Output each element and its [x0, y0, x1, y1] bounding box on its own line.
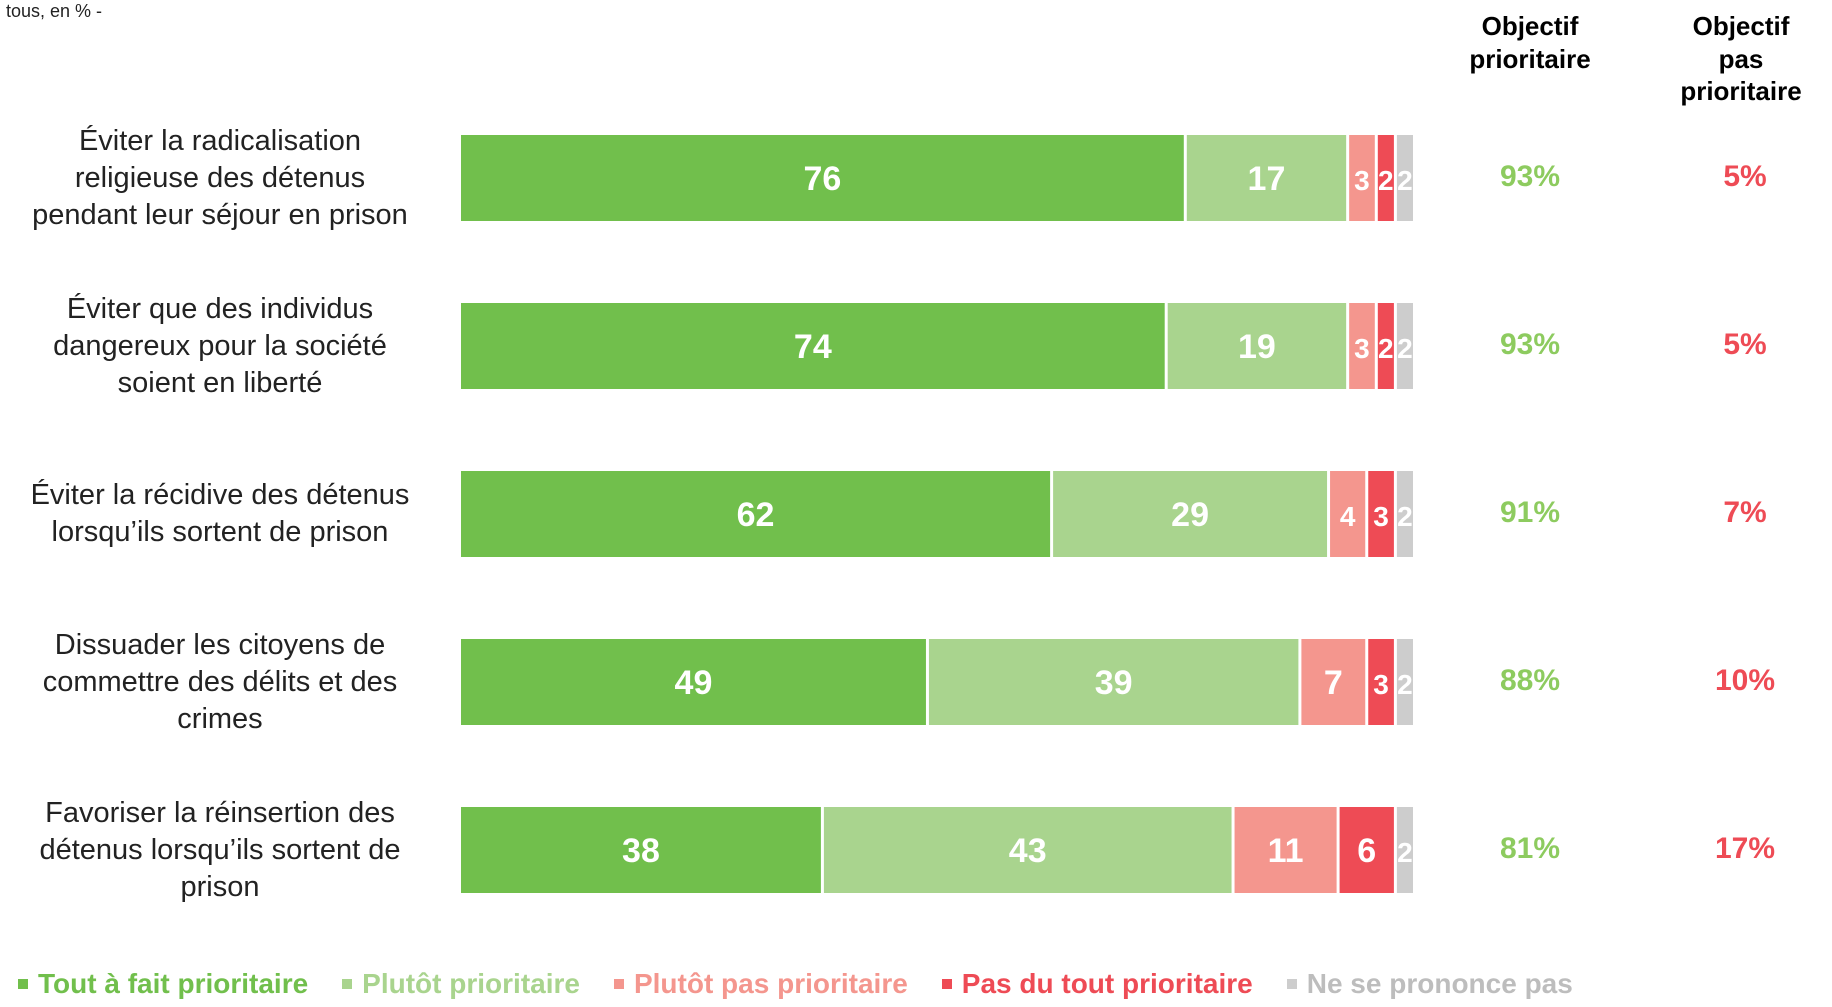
data-label: 4	[1340, 501, 1356, 532]
legend-item: Ne se prononce pas	[1286, 968, 1573, 1000]
bar-segment	[1396, 807, 1413, 893]
data-label: 19	[1238, 328, 1276, 366]
data-label: 2	[1397, 501, 1413, 532]
bar-segment	[461, 471, 1051, 557]
data-label: 2	[1397, 333, 1413, 364]
bar-segment	[1368, 639, 1394, 725]
total-pas-prioritaire: 7%	[1723, 496, 1767, 529]
bar-segment	[1377, 303, 1394, 389]
legend-item: Pas du tout prioritaire	[941, 968, 1253, 1000]
column-header-prioritaire: Objectif prioritaire	[1469, 11, 1591, 74]
bar-segment	[1339, 807, 1394, 893]
legend-label: Tout à fait prioritaire	[38, 968, 309, 999]
data-label: 39	[1095, 664, 1133, 702]
legend-swatch	[342, 979, 353, 989]
total-pas-prioritaire: 5%	[1723, 160, 1767, 193]
data-label: 38	[622, 832, 660, 870]
data-label: 6	[1357, 832, 1376, 870]
bar-segment	[1349, 303, 1375, 389]
total-prioritaire: 91%	[1499, 496, 1561, 529]
bar-segment	[1377, 135, 1394, 221]
bar-segment	[1186, 135, 1347, 221]
legend-label: Plutôt prioritaire	[362, 968, 580, 999]
bar-segment	[1167, 303, 1347, 389]
legend-swatch	[941, 979, 952, 989]
bar-segment	[1396, 639, 1413, 725]
data-label: 2	[1397, 165, 1413, 196]
bar-segment	[461, 135, 1184, 221]
bar-segment	[1053, 471, 1328, 557]
legend-swatch	[613, 979, 624, 989]
legend-item: Plutôt prioritaire	[342, 968, 580, 1000]
bar-segment	[1396, 135, 1413, 221]
column-header-pas-prioritaire: Objectif pas prioritaire	[1680, 11, 1802, 106]
stacked-bar-chart: 76 17 3 2 274 19 3 2 262 29 4 3 249 39 7 3 238 43 11 6 2	[461, 135, 1413, 893]
bar-segment	[1396, 303, 1413, 389]
data-label: 3	[1373, 669, 1389, 700]
category-label: Favoriser la réinsertion des détenus lor…	[39, 797, 401, 903]
legend-swatch	[18, 979, 28, 989]
legend-label: Plutôt pas prioritaire	[633, 968, 908, 999]
data-label: 17	[1248, 160, 1286, 198]
bar-segment	[1234, 807, 1337, 893]
total-pas-prioritaire: 10%	[1714, 664, 1776, 697]
chart-legend: Tout à fait prioritaire Plutôt prioritair…	[18, 968, 1832, 1000]
category-label: Éviter que des individus dangereux pour …	[53, 293, 387, 399]
bar-segment	[1396, 471, 1413, 557]
data-label: 3	[1354, 165, 1370, 196]
bar-segment	[461, 807, 821, 893]
chart-note: tous, en % -	[6, 1, 103, 21]
data-label: 11	[1268, 832, 1304, 870]
data-label: 3	[1373, 501, 1389, 532]
bar-segment	[1349, 135, 1375, 221]
total-prioritaire: 93%	[1499, 328, 1561, 361]
data-label: 2	[1397, 837, 1413, 868]
bar-segment	[461, 303, 1165, 389]
data-label: 43	[1009, 832, 1047, 870]
data-label: 7	[1324, 664, 1343, 702]
category-label: Éviter la récidive des détenus lorsqu’il…	[30, 479, 410, 548]
legend-item: Tout à fait prioritaire	[18, 968, 308, 1000]
data-label: 3	[1354, 333, 1370, 364]
total-prioritaire: 88%	[1499, 664, 1561, 697]
data-label: 2	[1378, 165, 1394, 196]
data-label: 76	[803, 160, 841, 198]
data-label: 2	[1378, 333, 1394, 364]
data-label: 49	[675, 664, 713, 702]
category-label: Dissuader les citoyens de commettre des …	[42, 629, 398, 735]
data-label: 29	[1171, 496, 1209, 534]
legend-item: Plutôt pas prioritaire	[613, 968, 908, 1000]
bar-segment	[1330, 471, 1366, 557]
data-label: 74	[794, 328, 832, 366]
total-pas-prioritaire: 17%	[1714, 832, 1776, 865]
bar-segment	[1368, 471, 1394, 557]
bar-segment	[928, 639, 1299, 725]
bar-segment	[461, 639, 926, 725]
legend-label: Ne se prononce pas	[1306, 968, 1573, 999]
total-prioritaire: 93%	[1499, 160, 1561, 193]
bar-segment	[823, 807, 1232, 893]
total-pas-prioritaire: 5%	[1723, 328, 1767, 361]
data-label: 2	[1397, 669, 1413, 700]
legend-swatch	[1286, 979, 1297, 989]
total-prioritaire: 81%	[1499, 832, 1561, 865]
bar-segment	[1301, 639, 1366, 725]
category-label: Éviter la radicalisation religieuse des …	[32, 125, 408, 231]
data-label: 62	[737, 496, 775, 534]
legend-label: Pas du tout prioritaire	[961, 968, 1253, 999]
